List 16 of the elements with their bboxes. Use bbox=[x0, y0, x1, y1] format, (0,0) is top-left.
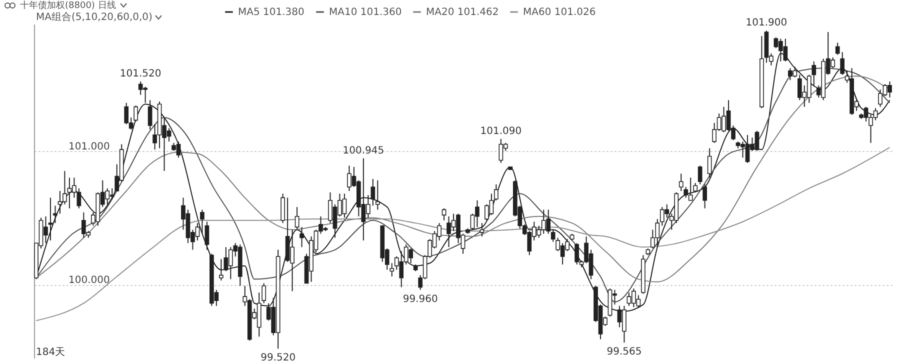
annotation: 101.090 bbox=[480, 126, 522, 137]
annotation: 99.565 bbox=[606, 346, 642, 358]
legend-label: MA10 101.360 bbox=[329, 7, 402, 18]
legend-label: MA60 101.026 bbox=[523, 7, 596, 18]
annotation: 101.900 bbox=[746, 18, 788, 29]
chart-title: 十年债加权(8800) 日线 bbox=[20, 0, 116, 12]
annotation: 99.960 bbox=[402, 294, 438, 305]
y-tick-label: 100.000 bbox=[68, 275, 110, 286]
annotation: 100.945 bbox=[342, 145, 384, 156]
y-tick-label: 101.000 bbox=[68, 141, 110, 152]
annotation: 184天 bbox=[36, 347, 66, 358]
legend-label: MA5 101.380 bbox=[238, 7, 304, 18]
legend-label: MA20 101.462 bbox=[426, 7, 499, 18]
annotation: 101.520 bbox=[120, 68, 162, 80]
annotation: 99.520 bbox=[260, 352, 296, 362]
chart-subtitle: MA组合(5,10,20,60,0,0) bbox=[36, 11, 152, 24]
